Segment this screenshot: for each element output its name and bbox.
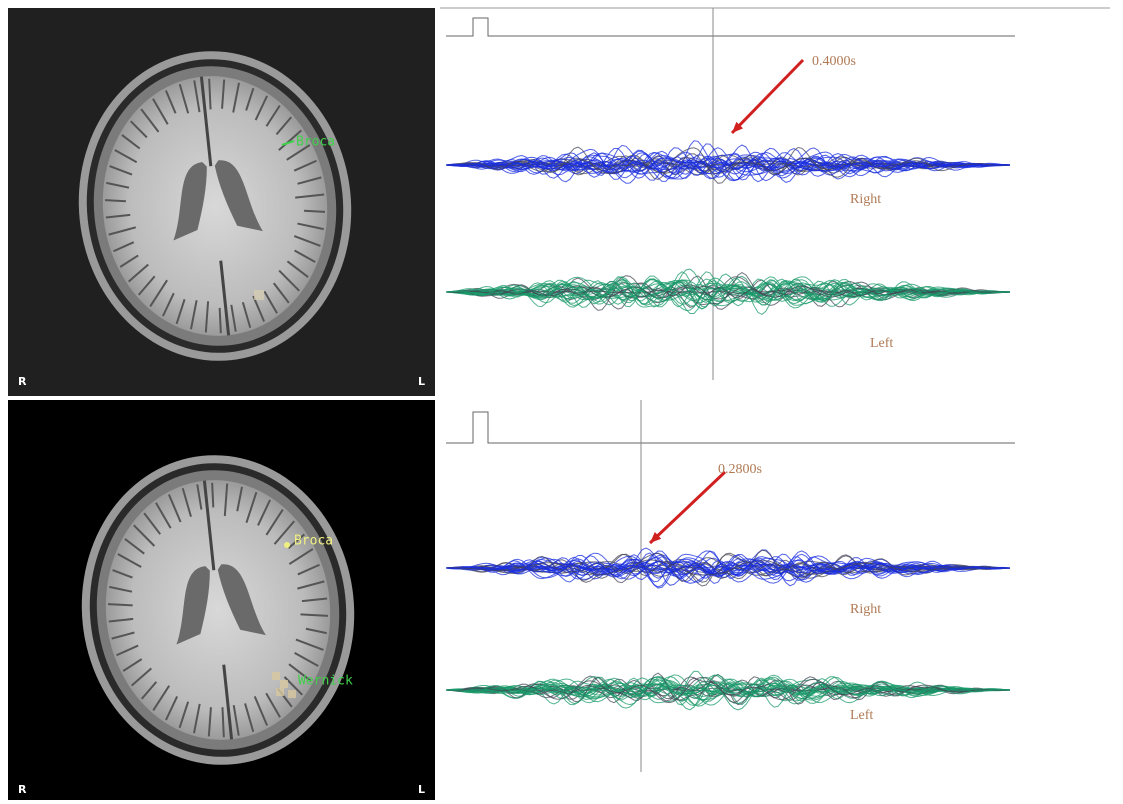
marker	[254, 290, 264, 300]
stimulus	[446, 412, 1015, 443]
marker	[272, 672, 280, 680]
marker	[284, 542, 290, 548]
orientation-right: R	[18, 783, 27, 796]
marker	[276, 688, 284, 696]
time-label: 0.4000s	[812, 54, 856, 69]
trace-label: Right	[850, 602, 881, 617]
arrow	[650, 472, 725, 543]
orientation-right: R	[18, 375, 27, 388]
time-label: 0.2800s	[718, 462, 762, 477]
orientation-left: L	[418, 375, 425, 388]
figure: R L R L Broca Broca Wernick 0.4000s 0.28…	[0, 0, 1123, 804]
region-label: Broca	[296, 135, 335, 150]
trace-label: Left	[850, 708, 873, 723]
trace-label: Right	[850, 192, 881, 207]
region-label: Wernick	[298, 674, 353, 689]
marker	[288, 690, 296, 698]
stimulus	[446, 18, 1015, 36]
marker	[280, 680, 288, 688]
page: R L R L Broca Broca Wernick 0.4000s 0.28…	[0, 0, 1123, 804]
region-label: Broca	[294, 534, 333, 549]
orientation-left: L	[418, 783, 425, 796]
arrow	[732, 60, 803, 133]
trace-label: Left	[870, 336, 893, 351]
